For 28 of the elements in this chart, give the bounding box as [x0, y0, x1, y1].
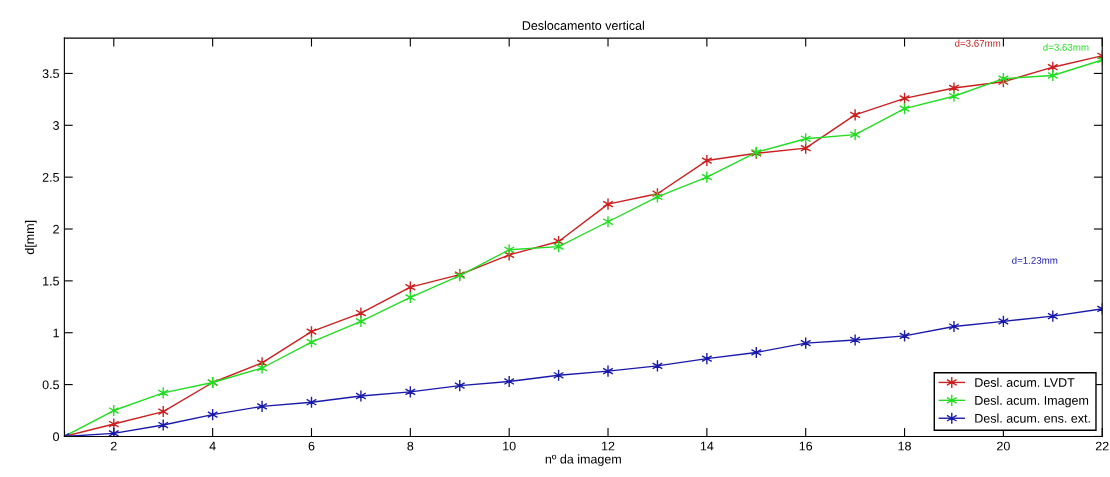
annotation: d=3.63mm — [1043, 43, 1089, 51]
chart-title: Deslocamento vertical — [522, 20, 644, 30]
x-tick-label: 12 — [602, 441, 615, 451]
x-tick-label: 16 — [799, 441, 813, 451]
x-tick-label: 14 — [700, 441, 714, 451]
y-tick-label: 1 — [53, 328, 59, 338]
annotation: d=3.67mm — [955, 39, 1001, 47]
y-tick-label: 0 — [53, 432, 60, 442]
x-tick-label: 8 — [407, 441, 414, 451]
x-tick-label: 10 — [503, 441, 516, 451]
y-tick-label: 2.5 — [42, 172, 59, 182]
x-tick-label: 4 — [209, 441, 216, 451]
x-axis-title: nº da imagem — [545, 454, 621, 467]
x-tick-label: 2 — [110, 441, 117, 451]
x-tick-label: 18 — [898, 441, 911, 451]
legend-label: Desl. acum. LVDT — [975, 377, 1075, 387]
x-tick-label: 6 — [308, 441, 315, 451]
x-tick-label: 20 — [997, 441, 1010, 451]
y-tick-label: 3.5 — [42, 69, 59, 79]
y-tick-label: 1.5 — [43, 276, 59, 286]
y-axis-title: d[mm] — [24, 220, 37, 255]
x-tick-label: 22 — [1095, 441, 1109, 451]
y-tick-label: 0.5 — [42, 380, 59, 390]
y-tick-label: 3 — [53, 121, 59, 130]
annotation: d=1.23mm — [1012, 256, 1058, 264]
y-tick-label: 2 — [53, 224, 59, 234]
legend-label: Desl. acum. ens. ext. — [975, 413, 1090, 423]
legend-label: Desl. acum. Imagem — [975, 395, 1089, 408]
